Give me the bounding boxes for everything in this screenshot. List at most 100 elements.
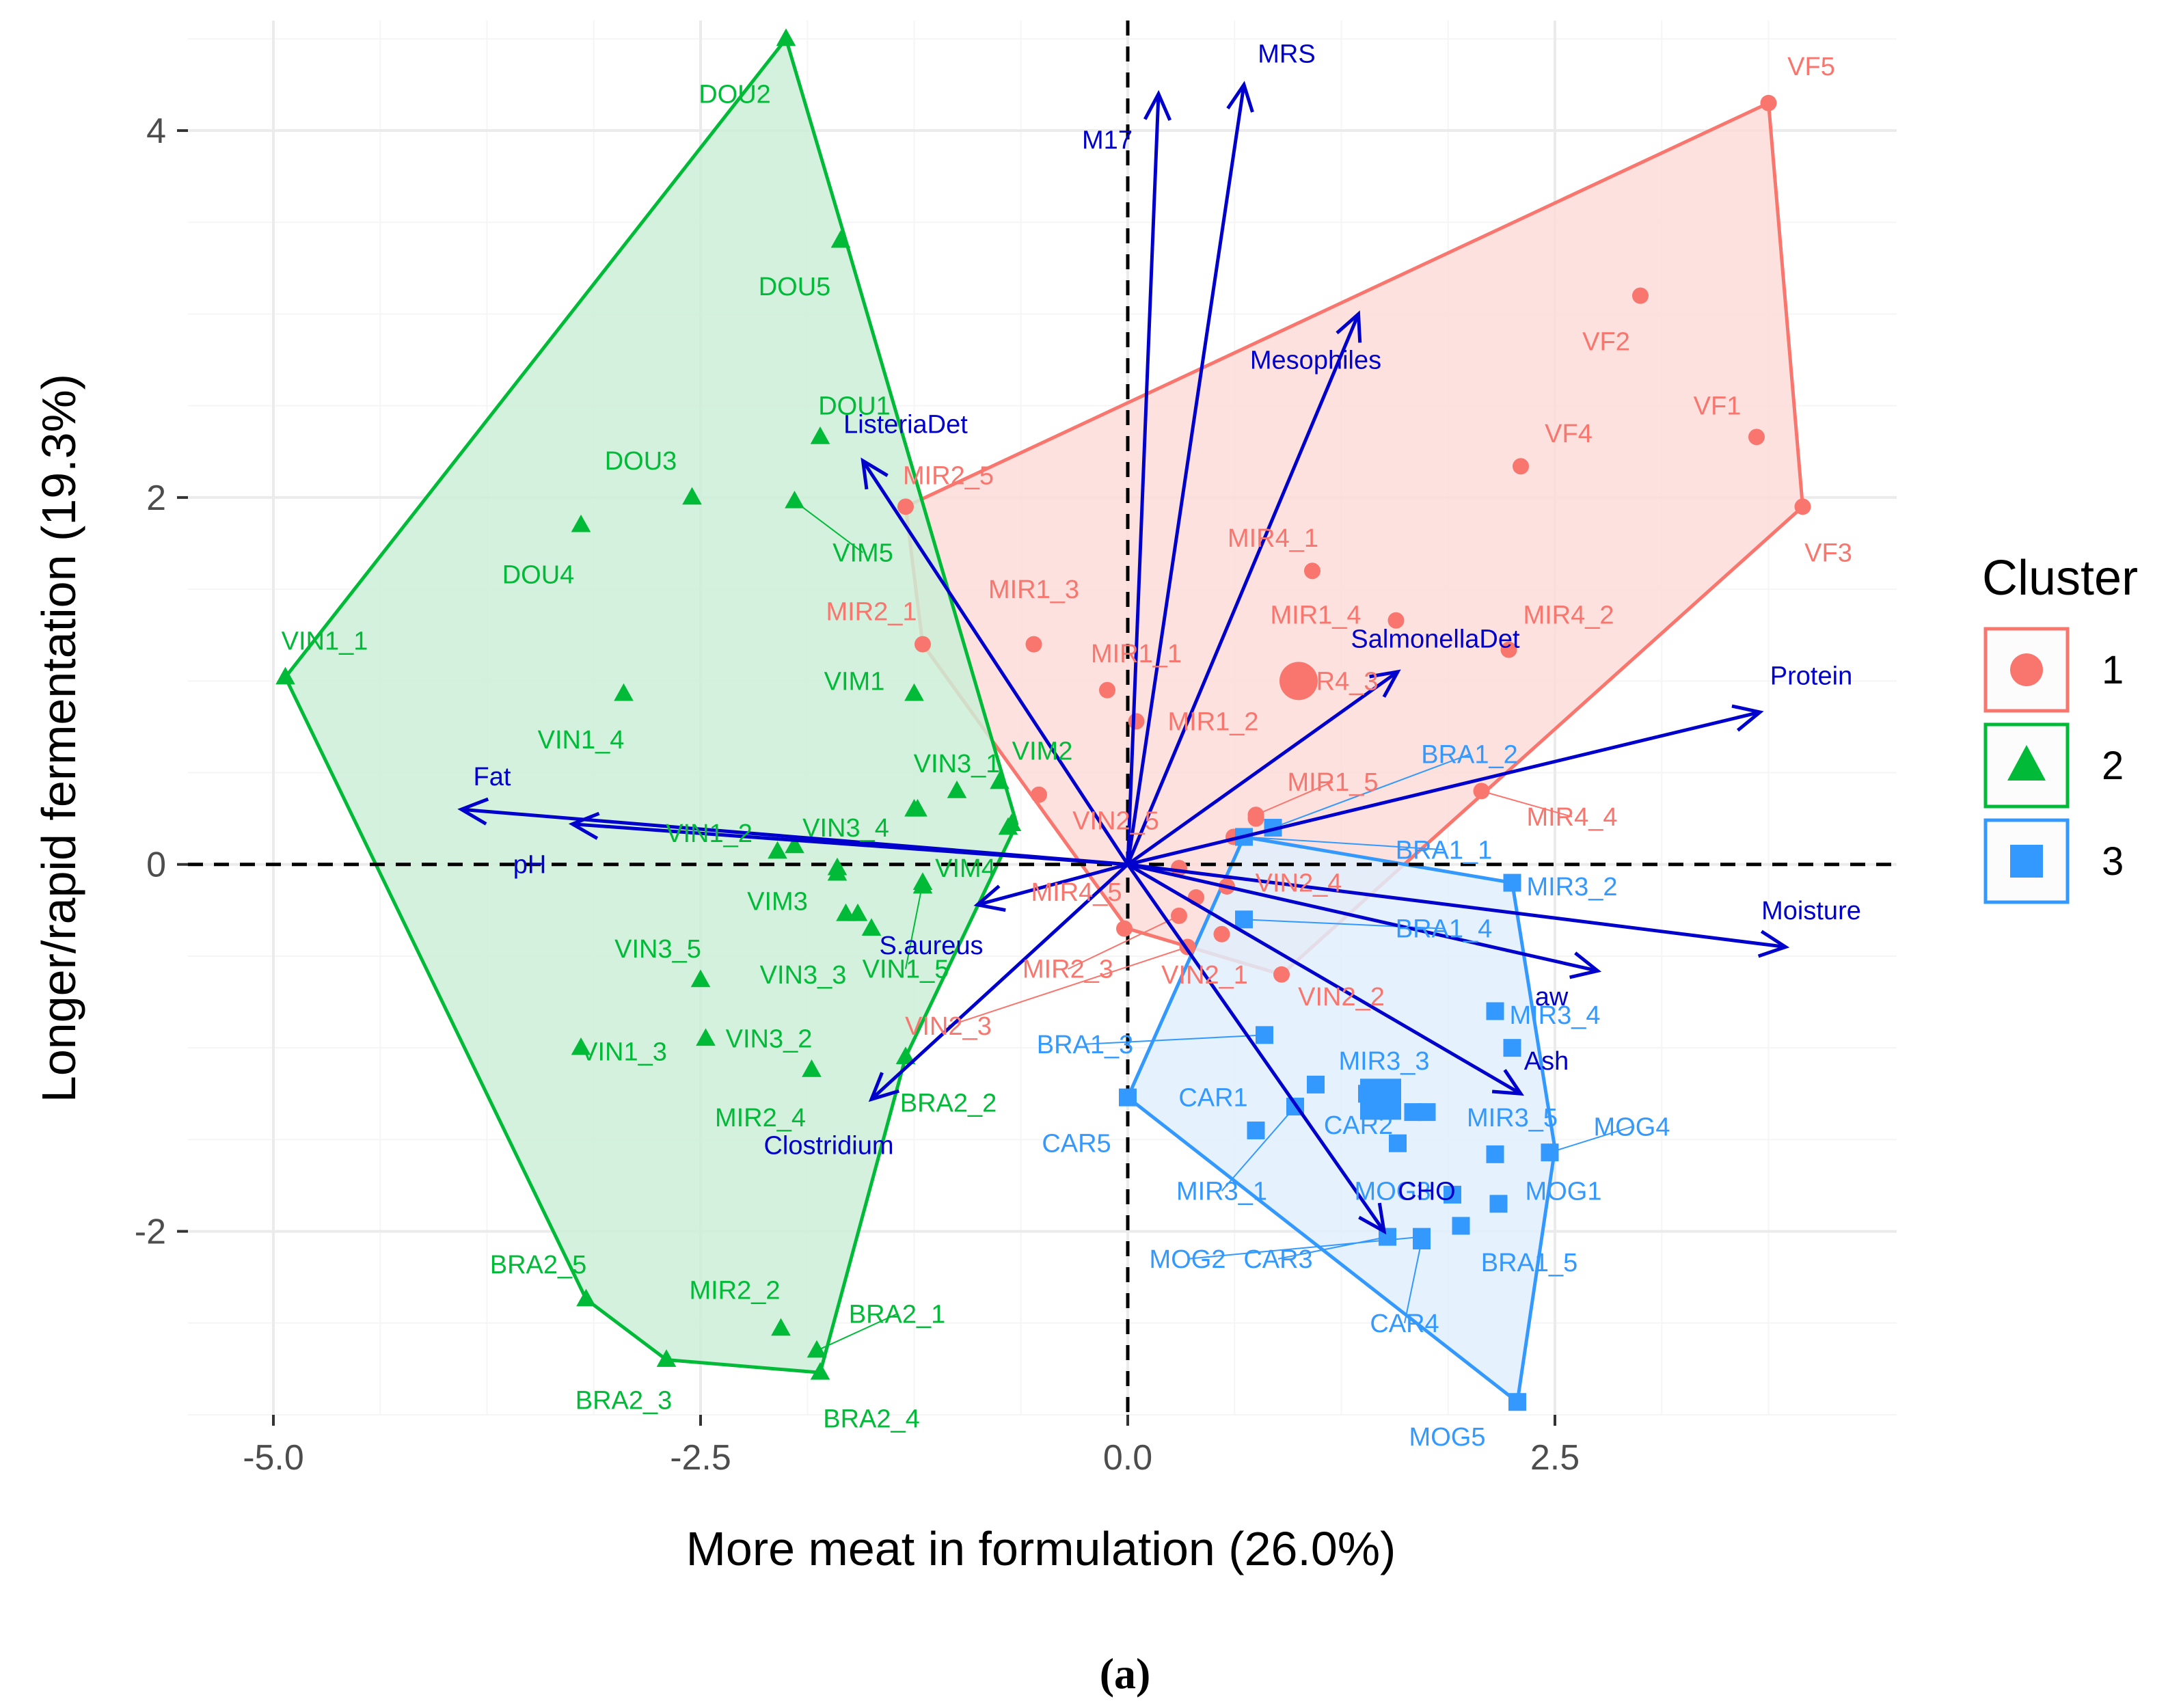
point-MIR4_1 — [1304, 562, 1320, 580]
point-CAR5 — [1119, 1088, 1137, 1107]
vector-label-S.aureus: S.aureus — [879, 932, 983, 960]
figure-caption: (a) — [1100, 1649, 1151, 1698]
label-VIM4: VIM4 — [935, 854, 996, 883]
leader-VIN2_3 — [948, 946, 1188, 1027]
legend-marker-3 — [2010, 845, 2043, 878]
label-MIR2_1: MIR2_1 — [826, 597, 917, 626]
variable-vectors — [457, 81, 1790, 1235]
point-G6 — [861, 918, 882, 936]
point-B4 — [1358, 1085, 1376, 1103]
label-MOG4: MOG4 — [1594, 1113, 1670, 1142]
label-VIM2: VIM2 — [1012, 737, 1073, 765]
legend-label-3: 3 — [2102, 839, 2124, 884]
vector-M17 — [1126, 94, 1161, 865]
legend: Cluster 1 2 3 — [1982, 551, 2138, 904]
label-VIN1_1: VIN1_1 — [282, 627, 368, 655]
point-MIR2_1 — [915, 636, 931, 653]
label-MIR2_3: MIR2_3 — [1022, 955, 1113, 984]
vector-aw — [1127, 863, 1599, 973]
point-MIR3_2 — [1503, 873, 1521, 892]
point-VIM5 — [785, 490, 804, 509]
point-BRA1_4 — [1235, 910, 1253, 929]
leader-BRA1_1 — [1243, 836, 1444, 851]
label-BRA1_5: BRA1_5 — [1481, 1249, 1578, 1277]
label-VIN1_4: VIN1_4 — [538, 726, 625, 755]
point-MIR2_5 — [897, 498, 914, 515]
label-MIR1_3: MIR1_3 — [988, 575, 1079, 604]
vector-label-MRS: MRS — [1258, 40, 1315, 68]
vector-head-MRS — [1226, 81, 1254, 113]
cluster-3-hull — [1125, 835, 1557, 1405]
point-BRA2_3 — [656, 1349, 677, 1367]
point-BRA1_3 — [1256, 1026, 1273, 1044]
vector-label-ListeriaDet: ListeriaDet — [843, 411, 968, 439]
point-BRA1_5 — [1452, 1217, 1470, 1235]
point-MIR2_3 — [1171, 907, 1187, 924]
point-G7 — [998, 817, 1018, 835]
point-DOU4 — [571, 514, 591, 532]
vector-Clostridium — [870, 863, 1129, 1101]
legend-label-2: 2 — [2102, 744, 2124, 788]
y-tick-label: 2 — [146, 478, 166, 518]
label-MOG1: MOG1 — [1526, 1178, 1602, 1206]
label-DOU4: DOU4 — [502, 561, 575, 590]
label-MIR3_5: MIR3_5 — [1467, 1104, 1558, 1133]
point-MIR4_2 — [1500, 641, 1517, 658]
label-VF3: VF3 — [1804, 539, 1852, 567]
point-Ash — [1503, 1039, 1521, 1057]
x-tick-label: 0.0 — [1103, 1438, 1152, 1478]
point-VIN1_4 — [614, 683, 634, 701]
legend-label-1: 1 — [2102, 648, 2124, 692]
label-BRA1_1: BRA1_1 — [1396, 836, 1493, 865]
point-VF4 — [1513, 458, 1529, 475]
legend-key-2 — [1983, 722, 2070, 809]
label-DOU1: DOU1 — [818, 392, 891, 421]
point-DOU3 — [682, 487, 702, 505]
vector-head-Clostridium — [868, 1072, 899, 1102]
vector-label-Clostridium: Clostridium — [763, 1131, 893, 1160]
vector-head-S.aureus — [973, 884, 1006, 912]
point-MIR1_3 — [1025, 636, 1042, 653]
label-DOU2: DOU2 — [699, 80, 771, 109]
label-MIR4_5: MIR4_5 — [1031, 878, 1122, 907]
label-VIN2_1: VIN2_1 — [1161, 961, 1248, 990]
vector-head-aw — [1569, 951, 1602, 979]
point-G5 — [836, 903, 856, 921]
point-MIR3_3 — [1307, 1075, 1325, 1094]
point-VIN2_1 — [1213, 925, 1230, 943]
point-G3 — [827, 863, 848, 881]
leader-MIR3_1 — [1221, 1106, 1296, 1192]
label-BRA2_4: BRA2_4 — [823, 1405, 920, 1433]
label-VF2: VF2 — [1582, 328, 1630, 357]
leader-MIR1_5 — [1256, 781, 1333, 816]
point-VF1 — [1748, 429, 1765, 446]
point-VF5 — [1760, 94, 1777, 111]
point-DOU5 — [830, 230, 851, 248]
leader-VIM5 — [794, 500, 864, 554]
label-CAR3: CAR3 — [1243, 1245, 1312, 1274]
vector-head-M17 — [1143, 90, 1172, 121]
vector-label-Fat: Fat — [474, 763, 511, 791]
vector-head-CHO — [1358, 1202, 1387, 1235]
point-B3 — [1404, 1103, 1422, 1122]
vector-label-Moisture: Moisture — [1761, 897, 1861, 925]
label-DOU3: DOU3 — [605, 447, 677, 476]
vector-label-M17: M17 — [1082, 126, 1133, 154]
label-VIN1_5: VIN1_5 — [863, 955, 949, 984]
label-MOG3: MOG3 — [1355, 1178, 1431, 1206]
point-VF2 — [1632, 287, 1649, 304]
label-VIN1_2: VIN1_2 — [666, 819, 753, 848]
point-G2 — [947, 781, 967, 798]
label-VIN2_5: VIN2_5 — [1072, 806, 1159, 835]
point-MIR1_4 — [1387, 612, 1405, 629]
vector-ListeriaDet — [861, 459, 1130, 866]
point-G4 — [912, 876, 933, 894]
point-BRA2_1 — [807, 1340, 827, 1358]
label-BRA2_2: BRA2_2 — [900, 1089, 997, 1118]
vector-Ash — [1126, 863, 1522, 1096]
label-VIN3_5: VIN3_5 — [614, 935, 701, 964]
vector-label-pH: pH — [513, 851, 547, 880]
label-BRA2_3: BRA2_3 — [575, 1387, 673, 1415]
leader-BRA2_1 — [816, 1313, 897, 1351]
point-VIN1_3 — [571, 1037, 591, 1055]
